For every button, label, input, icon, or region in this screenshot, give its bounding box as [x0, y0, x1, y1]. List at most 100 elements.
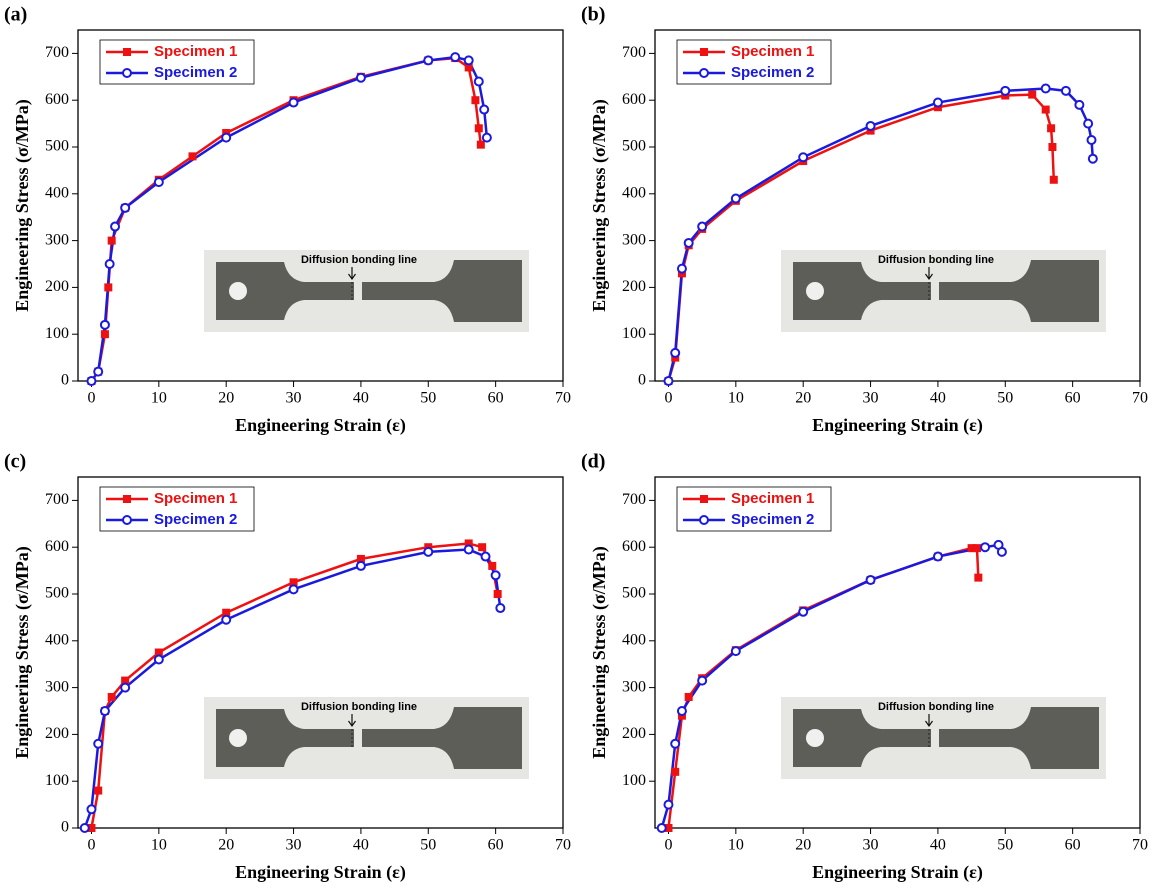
specimen-left	[216, 262, 354, 320]
x-tick-label: 20	[218, 837, 234, 854]
y-tick-label: 500	[45, 138, 69, 155]
data-point	[495, 603, 506, 614]
panel: (a)0 10 20 30 40 50 60 700100200300400500600700…	[4, 4, 571, 437]
x-tick-label: 50	[997, 390, 1013, 407]
hole	[229, 282, 247, 300]
y-tick-label: 700	[45, 44, 69, 61]
x-tick-label: 0	[87, 390, 95, 407]
data-point	[450, 52, 461, 63]
data-point	[1049, 175, 1058, 184]
data-point	[1087, 153, 1098, 164]
data-point	[356, 554, 365, 563]
data-point	[99, 319, 110, 330]
y-tick-label: 0	[61, 372, 69, 389]
x-tick-label: 20	[218, 390, 234, 407]
x-tick-label: 40	[353, 837, 369, 854]
hole	[806, 282, 824, 300]
hole	[806, 729, 824, 747]
data-point	[664, 824, 673, 832]
panel: (c)0 10 20 30 40 50 60 700100200300400500600700…	[4, 451, 571, 884]
data-point	[670, 347, 681, 358]
data-point	[104, 259, 115, 269]
data-point	[464, 63, 473, 72]
legend-box	[676, 486, 832, 532]
data-point	[471, 96, 480, 105]
data-point	[104, 283, 113, 292]
data-point	[683, 237, 694, 248]
data-point	[656, 823, 667, 833]
data-point	[120, 682, 131, 693]
y-axis-label: Engineering Stress (σ/MPa)	[589, 99, 610, 311]
data-point	[463, 544, 474, 555]
data-point	[974, 573, 983, 582]
x-axis-label: Engineering Strain (ε)	[812, 862, 983, 883]
hole	[229, 729, 247, 747]
y-tick-label: 100	[622, 325, 646, 342]
x-tick-label: 70	[555, 837, 571, 854]
legend-label: Specimen 1	[731, 43, 814, 60]
data-point	[355, 560, 366, 571]
data-point	[1047, 124, 1056, 133]
data-point	[671, 767, 680, 776]
data-point	[1060, 85, 1071, 96]
y-tick-label: 200	[622, 725, 646, 742]
x-tick-label: 40	[930, 837, 946, 854]
x-tick-label: 20	[795, 837, 811, 854]
arrow	[925, 714, 933, 728]
y-axis-label: Engineering Stress (σ/MPa)	[12, 99, 33, 311]
data-point	[289, 578, 298, 587]
data-point	[288, 97, 299, 108]
data-point	[86, 804, 97, 815]
y-tick-label: 600	[45, 538, 69, 555]
inset-photo: Diffusion bonding line	[781, 250, 1106, 332]
data-point	[188, 152, 197, 161]
inset-text: Diffusion bonding line	[301, 254, 417, 266]
panel: (b)0 10 20 30 40 50 60 700100200300400500600700…	[581, 4, 1148, 437]
plot-frame	[77, 476, 564, 829]
legend-box	[676, 39, 832, 85]
y-axis-label: Engineering Stress (σ/MPa)	[12, 546, 33, 758]
y-tick-label: 100	[45, 772, 69, 789]
x-tick-label: 20	[795, 390, 811, 407]
specimen-right	[362, 707, 522, 769]
x-tick-label: 30	[286, 837, 302, 854]
y-tick-label: 500	[622, 138, 646, 155]
data-point	[980, 542, 991, 553]
panel-label: (a)	[4, 4, 27, 26]
y-tick-label: 0	[638, 372, 646, 389]
legend-marker	[122, 515, 132, 525]
y-tick-label: 600	[45, 91, 69, 108]
x-tick-label: 30	[863, 837, 879, 854]
data-point	[288, 584, 299, 595]
specimen-left	[216, 709, 354, 767]
plot-frame	[654, 29, 1141, 382]
x-tick-label: 10	[728, 837, 744, 854]
data-point	[798, 152, 809, 163]
data-point	[493, 590, 502, 598]
legend-marker	[123, 495, 131, 503]
x-tick-label: 10	[151, 837, 167, 854]
data-point	[100, 330, 109, 339]
data-point	[479, 104, 490, 115]
y-tick-label: 700	[45, 491, 69, 508]
inset-photo: Diffusion bonding line	[781, 697, 1106, 779]
data-point	[670, 738, 681, 749]
x-tick-label: 0	[664, 390, 672, 407]
data-point	[94, 786, 103, 795]
data-point	[798, 606, 809, 617]
data-point	[481, 132, 492, 143]
y-tick-label: 100	[622, 772, 646, 789]
panel-label: (c)	[4, 451, 26, 473]
y-tick-label: 400	[622, 184, 646, 201]
data-point	[865, 574, 876, 585]
specimen-left	[793, 262, 931, 320]
x-tick-label: 0	[664, 837, 672, 854]
data-point	[676, 706, 687, 716]
data-point	[932, 551, 943, 562]
y-tick-label: 100	[45, 325, 69, 342]
inset-text: Diffusion bonding line	[878, 254, 994, 266]
data-point	[107, 236, 116, 245]
legend-label: Specimen 2	[154, 64, 237, 81]
y-tick-label: 500	[622, 585, 646, 602]
